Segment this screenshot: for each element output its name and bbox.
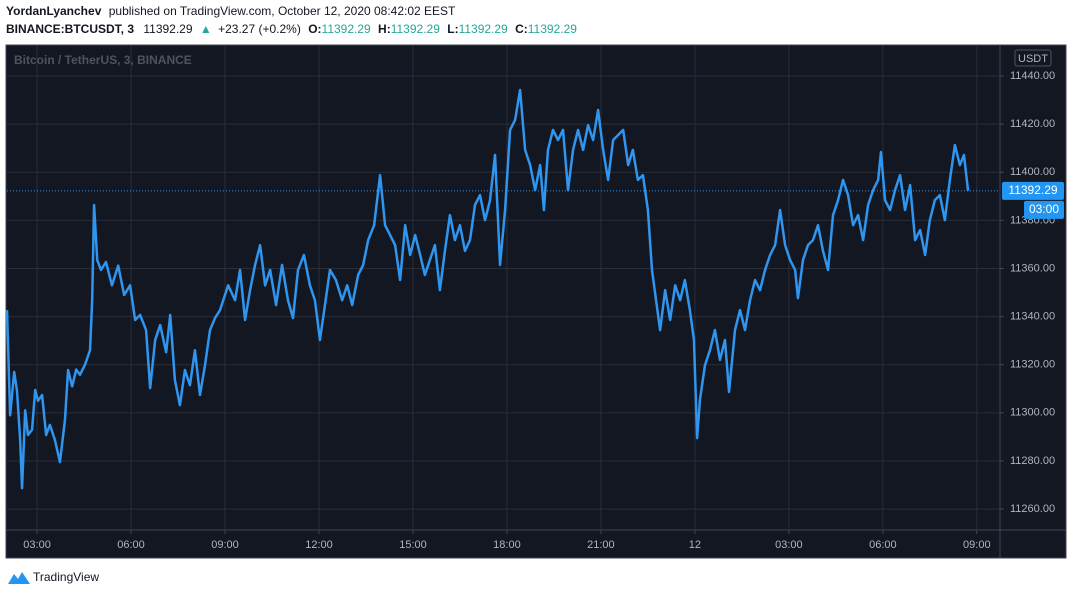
symbol-line: BINANCE:BTCUSDT, 3 11392.29 ▲ +23.27 (+0… <box>6 22 577 36</box>
y-tick-label: 11360.00 <box>1010 262 1055 274</box>
y-tick-label: 11440.00 <box>1010 70 1055 82</box>
ohlc-value: 11392.29 <box>391 22 440 36</box>
x-tick-label: 09:00 <box>211 539 239 551</box>
y-tick-label: 11400.00 <box>1010 166 1055 178</box>
header-line: YordanLyanchev published on TradingView.… <box>6 4 456 18</box>
price-label-box <box>1002 181 1064 200</box>
plot: 11392.29 03:00 <box>5 88 1064 490</box>
x-tick-label: 03:00 <box>775 539 803 551</box>
last-price: 11392.29 <box>143 22 192 36</box>
ohlc-label: O: <box>308 22 321 36</box>
x-tick-label: 15:00 <box>399 539 427 551</box>
y-tick-label: 11320.00 <box>1010 359 1055 371</box>
currency: USDT <box>1018 53 1048 65</box>
countdown: 03:00 <box>1029 202 1059 216</box>
symbol: BINANCE:BTCUSDT, 3 <box>6 22 134 36</box>
x-tick-label: 06:00 <box>869 539 897 551</box>
y-tick-label: 11260.00 <box>1010 503 1055 515</box>
x-tick-label: 18:00 <box>493 539 521 551</box>
change: +23.27 (+0.2%) <box>218 22 301 36</box>
y-tick-label: 11340.00 <box>1010 311 1055 323</box>
logo-icon <box>8 572 30 584</box>
chart-panel <box>5 44 1067 559</box>
published: published on TradingView.com, October 12… <box>109 4 456 18</box>
ohlc-label: H: <box>378 22 391 36</box>
ohlc-value: 11392.29 <box>322 22 371 36</box>
y-tick-label: 11300.00 <box>1010 407 1055 419</box>
price-line <box>5 88 970 490</box>
brand: TradingView <box>33 570 99 584</box>
x-tick-label: 09:00 <box>963 539 991 551</box>
author: YordanLyanchev <box>6 4 102 18</box>
price-label: 11392.29 <box>1008 183 1057 197</box>
currency-box <box>1014 49 1052 67</box>
x-tick-label: 03:00 <box>23 539 51 551</box>
y-tick-label: 11280.00 <box>1010 455 1055 467</box>
x-tick-label: 06:00 <box>117 539 145 551</box>
countdown-box <box>1024 200 1064 219</box>
ohlc-label: L: <box>447 22 458 36</box>
x-tick-label: 12:00 <box>305 539 333 551</box>
watermark: Bitcoin / TetherUS, 3, BINANCE <box>14 53 192 67</box>
arrow: ▲ <box>200 22 212 36</box>
x-tick-label: 21:00 <box>587 539 615 551</box>
x-tick-label: 12 <box>689 539 701 551</box>
brand-logo: TradingView <box>8 570 99 584</box>
ohlc-value: 11392.29 <box>459 22 508 36</box>
y-tick-label: 11420.00 <box>1010 118 1055 130</box>
ohlc-value: 11392.29 <box>528 22 577 36</box>
ohlc-label: C: <box>515 22 528 36</box>
